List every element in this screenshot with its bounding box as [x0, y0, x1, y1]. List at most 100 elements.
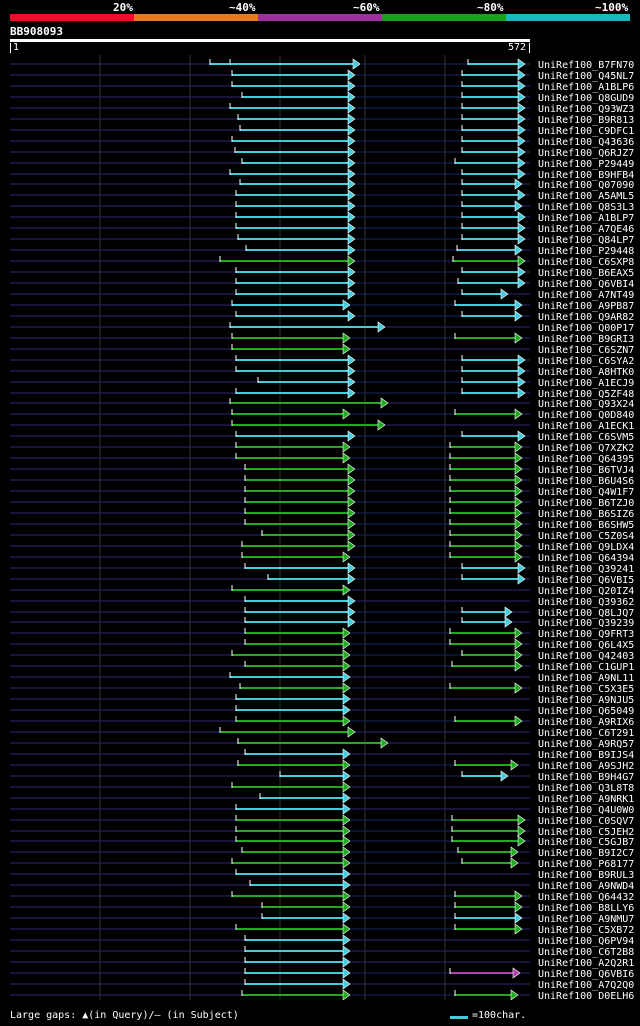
hit-label[interactable]: UniRef100_C5JEH2	[538, 827, 634, 838]
hit-label[interactable]: UniRef100_A9NMU7	[538, 914, 634, 925]
hit-row[interactable]: UniRef100_Q6VBI5	[10, 573, 634, 586]
hit-label[interactable]: UniRef100_B6SHW5	[538, 520, 634, 531]
hit-label[interactable]: UniRef100_P29448	[538, 246, 634, 257]
hit-row[interactable]: UniRef100_Q93X24	[10, 397, 634, 410]
hit-row[interactable]: UniRef100_Q0D840	[10, 408, 634, 421]
hit-row[interactable]: UniRef100_B6EAX5	[10, 266, 634, 279]
hit-row[interactable]: UniRef100_P68177	[10, 857, 634, 870]
hit-row[interactable]: UniRef100_B6SIZ6	[10, 507, 634, 520]
hit-row[interactable]: UniRef100_C5XB72	[10, 923, 634, 936]
hit-label[interactable]: UniRef100_D0ELH6	[538, 991, 634, 1000]
hit-label[interactable]: UniRef100_Q39241	[538, 564, 634, 575]
hit-row[interactable]: UniRef100_Q9FRT3	[10, 627, 634, 640]
hit-label[interactable]: UniRef100_Q3L8T8	[538, 783, 634, 794]
hit-row[interactable]: UniRef100_C1GUP1	[10, 660, 634, 673]
hit-label[interactable]: UniRef100_A9SJH2	[538, 761, 634, 772]
hit-row[interactable]: UniRef100_C5Z0S4	[10, 529, 634, 542]
hit-row[interactable]: UniRef100_Q6RJZ7	[10, 146, 634, 159]
hit-row[interactable]: UniRef100_B9HFB4	[10, 168, 634, 181]
hit-row[interactable]: UniRef100_A9NMU7	[10, 912, 634, 925]
hit-row[interactable]: UniRef100_Q39239	[10, 616, 634, 629]
hit-row[interactable]: UniRef100_Q45NL7	[10, 69, 634, 82]
hit-label[interactable]: UniRef100_B6U4S6	[538, 476, 634, 487]
hit-row[interactable]: UniRef100_A9NJU5	[10, 693, 634, 706]
hit-row[interactable]: UniRef100_B9R813	[10, 113, 634, 126]
hit-label[interactable]: UniRef100_Q4W1F7	[538, 487, 634, 498]
hit-label[interactable]: UniRef100_C1GUP1	[538, 662, 634, 673]
hit-row[interactable]: UniRef100_C9DFC1	[10, 124, 634, 137]
hit-label[interactable]: UniRef100_B8LLY6	[538, 903, 634, 914]
hit-row[interactable]: UniRef100_Q8GUD9	[10, 91, 634, 104]
hit-row[interactable]: UniRef100_B6TVJ4	[10, 463, 634, 476]
hit-row[interactable]: UniRef100_B6TZJ0	[10, 496, 634, 509]
hit-row[interactable]: UniRef100_A9RIX6	[10, 715, 634, 728]
hit-row[interactable]: UniRef100_Q4W1F7	[10, 485, 634, 498]
hit-label[interactable]: UniRef100_Q8GUD9	[538, 93, 634, 104]
hit-row[interactable]: UniRef100_Q6VBI6	[10, 967, 634, 980]
hit-label[interactable]: UniRef100_Q39239	[538, 618, 634, 629]
hit-label[interactable]: UniRef100_B6TZJ0	[538, 498, 634, 509]
hit-row[interactable]: UniRef100_A9NL11	[10, 671, 634, 684]
hit-row[interactable]: UniRef100_Q9LDX4	[10, 540, 634, 553]
hit-label[interactable]: UniRef100_B7FN70	[538, 60, 634, 71]
hit-label[interactable]: UniRef100_Q65049	[538, 706, 634, 717]
hit-label[interactable]: UniRef100_Q43636	[538, 137, 634, 148]
hit-label[interactable]: UniRef100_C6SZN7	[538, 345, 634, 356]
hit-row[interactable]: UniRef100_B6SHW5	[10, 518, 634, 531]
hit-row[interactable]: UniRef100_Q07090	[10, 178, 634, 191]
hit-label[interactable]: UniRef100_Q9LDX4	[538, 542, 634, 553]
hit-row[interactable]: UniRef100_A7NT49	[10, 288, 634, 301]
hit-row[interactable]: UniRef100_A9NRK1	[10, 792, 634, 805]
hit-label[interactable]: UniRef100_Q84LP7	[538, 235, 634, 246]
hit-label[interactable]: UniRef100_A9PB87	[538, 301, 634, 312]
hit-row[interactable]: UniRef100_C6T2B8	[10, 945, 634, 958]
hit-row[interactable]: UniRef100_C6SVM5	[10, 430, 634, 443]
hit-label[interactable]: UniRef100_A9NRK1	[538, 794, 634, 805]
hit-row[interactable]: UniRef100_B9I2C7	[10, 846, 634, 859]
hit-row[interactable]: UniRef100_Q4U0W0	[10, 803, 634, 816]
hit-label[interactable]: UniRef100_C6SXP8	[538, 257, 634, 268]
hit-label[interactable]: UniRef100_Q64432	[538, 892, 634, 903]
hit-row[interactable]: UniRef100_Q6L4X5	[10, 638, 634, 651]
hit-label[interactable]: UniRef100_Q8LJQ7	[538, 608, 634, 619]
hit-row[interactable]: UniRef100_C6T291	[10, 726, 634, 739]
hit-label[interactable]: UniRef100_Q07090	[538, 180, 634, 191]
hit-row[interactable]: UniRef100_Q9AR82	[10, 310, 634, 323]
hit-row[interactable]: UniRef100_A5AML5	[10, 189, 634, 202]
hit-label[interactable]: UniRef100_B9I2C7	[538, 848, 634, 859]
hit-label[interactable]: UniRef100_Q6VBI5	[538, 575, 634, 586]
hit-label[interactable]: UniRef100_C6T291	[538, 728, 634, 739]
hit-row[interactable]: UniRef100_Q93WZ3	[10, 102, 634, 115]
hit-label[interactable]: UniRef100_Q93WZ3	[538, 104, 634, 115]
hit-label[interactable]: UniRef100_A9NWD4	[538, 881, 634, 892]
hit-label[interactable]: UniRef100_Q9FRT3	[538, 629, 634, 640]
hit-label[interactable]: UniRef100_Q64394	[538, 553, 634, 564]
hit-row[interactable]: UniRef100_P29449	[10, 157, 634, 170]
hit-label[interactable]: UniRef100_Q6PV94	[538, 936, 634, 947]
hit-label[interactable]: UniRef100_Q9AR82	[538, 312, 634, 323]
hit-label[interactable]: UniRef100_Q45NL7	[538, 71, 634, 82]
hit-row[interactable]: UniRef100_C0SQV7	[10, 814, 634, 827]
hit-row[interactable]: UniRef100_Q6PV94	[10, 934, 634, 947]
hit-row[interactable]: UniRef100_P29448	[10, 244, 634, 257]
hit-row[interactable]: UniRef100_C6SYA2	[10, 354, 634, 367]
hit-row[interactable]: UniRef100_Q43636	[10, 135, 634, 148]
hit-row[interactable]: UniRef100_Q7XZK2	[10, 441, 634, 454]
hit-label[interactable]: UniRef100_A8HTK0	[538, 367, 634, 378]
hit-row[interactable]: UniRef100_B6U4S6	[10, 474, 634, 487]
hit-label[interactable]: UniRef100_Q5ZF48	[538, 389, 634, 400]
hit-label[interactable]: UniRef100_A1BLP7	[538, 213, 634, 224]
hit-label[interactable]: UniRef100_A1ECJ9	[538, 378, 634, 389]
hit-row[interactable]: UniRef100_B9H4G7	[10, 770, 634, 783]
hit-label[interactable]: UniRef100_Q20IZ4	[538, 586, 634, 597]
hit-row[interactable]: UniRef100_Q65049	[10, 704, 634, 717]
hit-label[interactable]: UniRef100_Q6L4X5	[538, 640, 634, 651]
hit-label[interactable]: UniRef100_Q8S3L3	[538, 202, 634, 213]
hit-label[interactable]: UniRef100_B9GRI3	[538, 334, 634, 345]
hit-row[interactable]: UniRef100_B9RUL3	[10, 868, 634, 881]
hit-label[interactable]: UniRef100_Q39362	[538, 597, 634, 608]
hit-label[interactable]: UniRef100_A1BLP6	[538, 82, 634, 93]
hit-label[interactable]: UniRef100_Q00P17	[538, 323, 634, 334]
hit-label[interactable]: UniRef100_B9R813	[538, 115, 634, 126]
hit-label[interactable]: UniRef100_A1ECK1	[538, 421, 634, 432]
